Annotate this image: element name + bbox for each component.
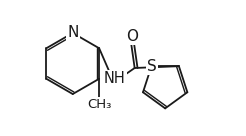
Text: S: S (148, 59, 157, 74)
Text: NH: NH (104, 71, 126, 86)
Text: N: N (67, 25, 78, 40)
Text: CH₃: CH₃ (87, 98, 111, 111)
Text: O: O (126, 29, 138, 44)
